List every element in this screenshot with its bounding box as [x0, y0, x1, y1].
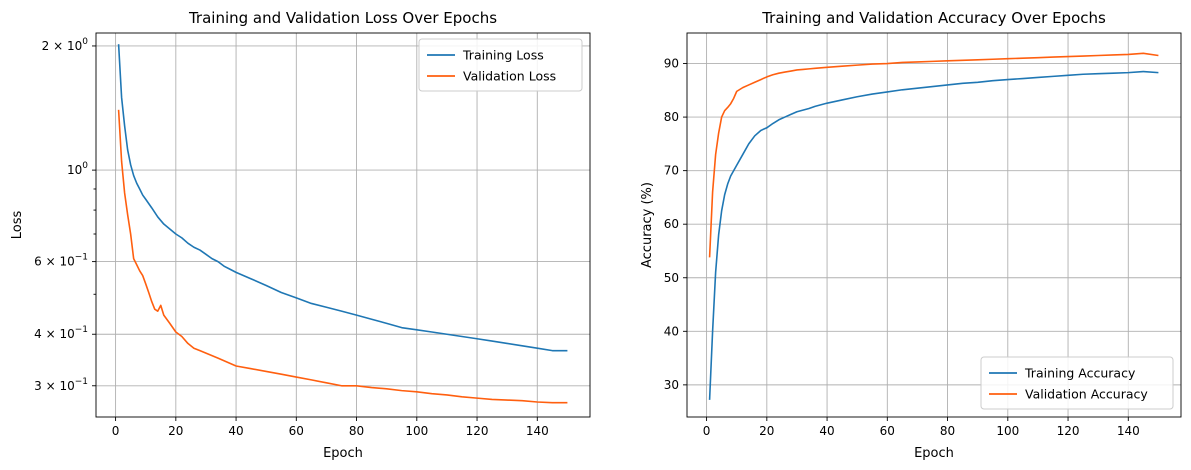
accuracy-chart-series-training-accuracy — [708, 70, 1159, 400]
loss-chart-legend: Training Loss Validation Loss — [418, 38, 583, 92]
loss-chart-xtick-label-40: 40 — [228, 424, 243, 438]
accuracy-chart-series-validation-accuracy — [708, 52, 1159, 258]
accuracy-chart-legend-label-validation-accuracy: Validation Accuracy — [1025, 387, 1148, 402]
accuracy-chart-ytick-label-70: 70 — [664, 164, 679, 178]
accuracy-chart-ytick-label-40: 40 — [664, 324, 679, 338]
loss-chart-ytick-label-2: 2 × 100 — [42, 37, 89, 53]
loss-chart-legend-box — [418, 38, 583, 92]
accuracy-chart-xlabel: Epoch — [914, 446, 954, 461]
accuracy-chart-xtick-label-0: 0 — [703, 424, 711, 438]
loss-chart-xtick-label-0: 0 — [112, 424, 120, 438]
accuracy-chart-legend-box — [980, 356, 1174, 410]
accuracy-chart-ytick-label-30: 30 — [664, 378, 679, 392]
accuracy-chart-ytick-label-80: 80 — [664, 110, 679, 124]
loss-chart-ytick-label-1: 100 — [67, 161, 88, 177]
loss-chart-xtick-label-60: 60 — [289, 424, 304, 438]
loss-chart-title: Training and Validation Loss Over Epochs — [188, 9, 497, 27]
loss-chart-xtick-label-20: 20 — [168, 424, 183, 438]
loss-chart-xlabel: Epoch — [323, 446, 363, 461]
loss-chart-xtick-label-100: 100 — [405, 424, 428, 438]
accuracy-chart-xtick-label-40: 40 — [819, 424, 834, 438]
accuracy-chart-xtick-label-100: 100 — [996, 424, 1019, 438]
accuracy-chart-xtick-label-80: 80 — [940, 424, 955, 438]
loss-chart-legend-label-training-loss: Training Loss — [462, 48, 544, 63]
loss-chart-xtick-label-140: 140 — [526, 424, 549, 438]
loss-chart-xtick-label-80: 80 — [349, 424, 364, 438]
accuracy-chart-ylabel: Accuracy (%) — [640, 182, 655, 268]
accuracy-chart-title: Training and Validation Accuracy Over Ep… — [761, 9, 1106, 27]
loss-chart: 0 20 40 60 80 100 120 140 2 × 100 100 6 × 10−1 4 × … — [10, 9, 591, 461]
loss-chart-ytick-label-0.3: 3 × 10−1 — [34, 377, 88, 393]
loss-chart-frame — [95, 32, 591, 418]
accuracy-chart-xtick-label-120: 120 — [1057, 424, 1080, 438]
loss-chart-legend-label-validation-loss: Validation Loss — [463, 69, 556, 84]
accuracy-chart-ytick-label-90: 90 — [664, 57, 679, 71]
accuracy-chart-legend-label-training-accuracy: Training Accuracy — [1024, 366, 1136, 381]
loss-chart-ytick-label-0.6: 6 × 10−1 — [34, 253, 88, 269]
accuracy-chart-ytick-label-50: 50 — [664, 271, 679, 285]
accuracy-chart-legend: Training Accuracy Validation Accuracy — [980, 356, 1174, 410]
loss-chart-ylabel: Loss — [10, 211, 25, 240]
accuracy-chart-xtick-label-140: 140 — [1117, 424, 1140, 438]
accuracy-chart-ytick-label-60: 60 — [664, 217, 679, 231]
loss-chart-ytick-label-0.4: 4 × 10−1 — [34, 325, 88, 341]
loss-chart-series-validation-loss — [117, 109, 568, 404]
accuracy-chart-xtick-label-20: 20 — [759, 424, 774, 438]
accuracy-chart: 0 20 40 60 80 100 120 140 30 40 50 60 70 80 90 Training… — [640, 9, 1182, 461]
loss-chart-series-training-loss — [117, 44, 568, 352]
accuracy-chart-frame — [686, 32, 1182, 418]
accuracy-chart-xtick-label-60: 60 — [880, 424, 895, 438]
loss-chart-xtick-label-120: 120 — [466, 424, 489, 438]
